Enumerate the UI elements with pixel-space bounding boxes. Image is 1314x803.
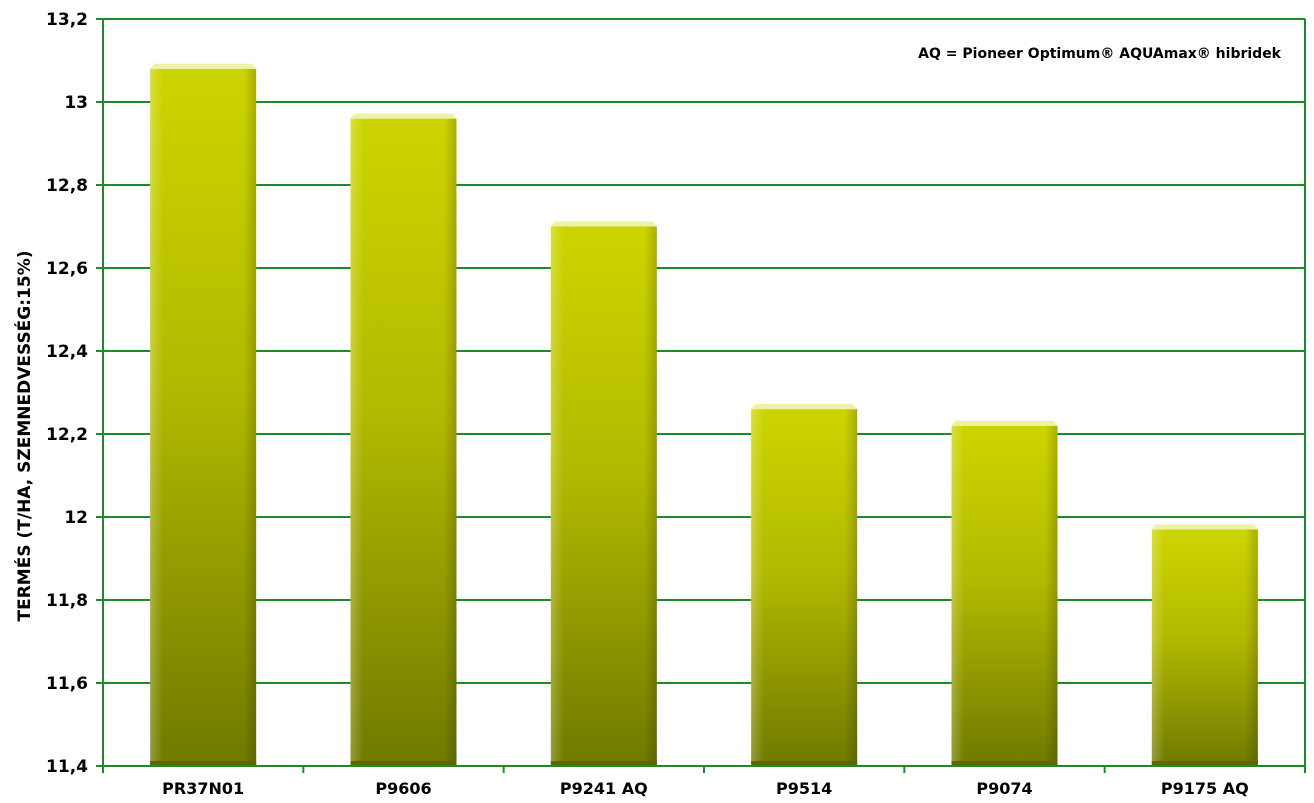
x-tick-label: P9514	[776, 779, 832, 798]
bar	[550, 221, 657, 766]
bar-cap	[951, 420, 1058, 426]
bars	[150, 63, 1258, 767]
y-tick-label: 11,8	[46, 591, 88, 611]
bar-cap	[350, 113, 457, 119]
bar-base	[550, 761, 657, 766]
bar-shading	[150, 68, 257, 767]
x-tick-label: PR37N01	[162, 779, 244, 798]
bar	[1151, 524, 1258, 766]
bar	[350, 113, 457, 767]
bar-cap	[751, 404, 858, 410]
y-tick-label: 13	[64, 93, 88, 113]
y-tick-label: 12,4	[46, 342, 88, 362]
bar-shading	[350, 118, 457, 767]
bar-base	[1151, 761, 1258, 766]
y-axis-title: TERMÉS (T/HA, SZEMNEDVESSÉG:15%)	[13, 250, 35, 621]
bar-base	[150, 761, 257, 766]
bar-shading	[1151, 529, 1258, 766]
y-tick-label: 13,2	[46, 10, 88, 30]
x-tick-label: P9175 AQ	[1161, 779, 1249, 798]
bar-shading	[751, 409, 858, 766]
x-tick-label: P9074	[976, 779, 1032, 798]
bar-base	[751, 761, 858, 766]
x-tick-label: P9606	[375, 779, 431, 798]
bar	[951, 420, 1058, 766]
bar	[150, 63, 257, 767]
y-tick-label: 12	[64, 508, 88, 528]
bar	[751, 404, 858, 766]
x-tick-labels: PR37N01 P9606 P9241 AQ P9514 P9074 P9175 AQ	[162, 779, 1249, 798]
y-tick-label: 12,8	[46, 176, 88, 196]
y-tick-label: 11,4	[46, 757, 88, 777]
y-tick-label: 12,6	[46, 259, 88, 279]
chart-annotation: AQ = Pioneer Optimum® AQUAmax® hibridek	[918, 46, 1282, 62]
axes	[96, 18, 1306, 773]
bar-shading	[550, 226, 657, 766]
y-tick-labels: 11,4 11,6 11,8 12 12,2 12,4 12,6 12,8 13 13,2	[46, 10, 88, 777]
bar-cap	[1151, 524, 1258, 530]
bar-shading	[951, 425, 1058, 766]
gridlines	[103, 18, 1305, 684]
bar-base	[350, 761, 457, 766]
y-tick-label: 12,2	[46, 425, 88, 445]
x-tick-label: P9241 AQ	[560, 779, 648, 798]
y-tick-label: 11,6	[46, 674, 88, 694]
bar-cap	[150, 63, 257, 69]
bar-base	[951, 761, 1058, 766]
bar-cap	[550, 221, 657, 227]
